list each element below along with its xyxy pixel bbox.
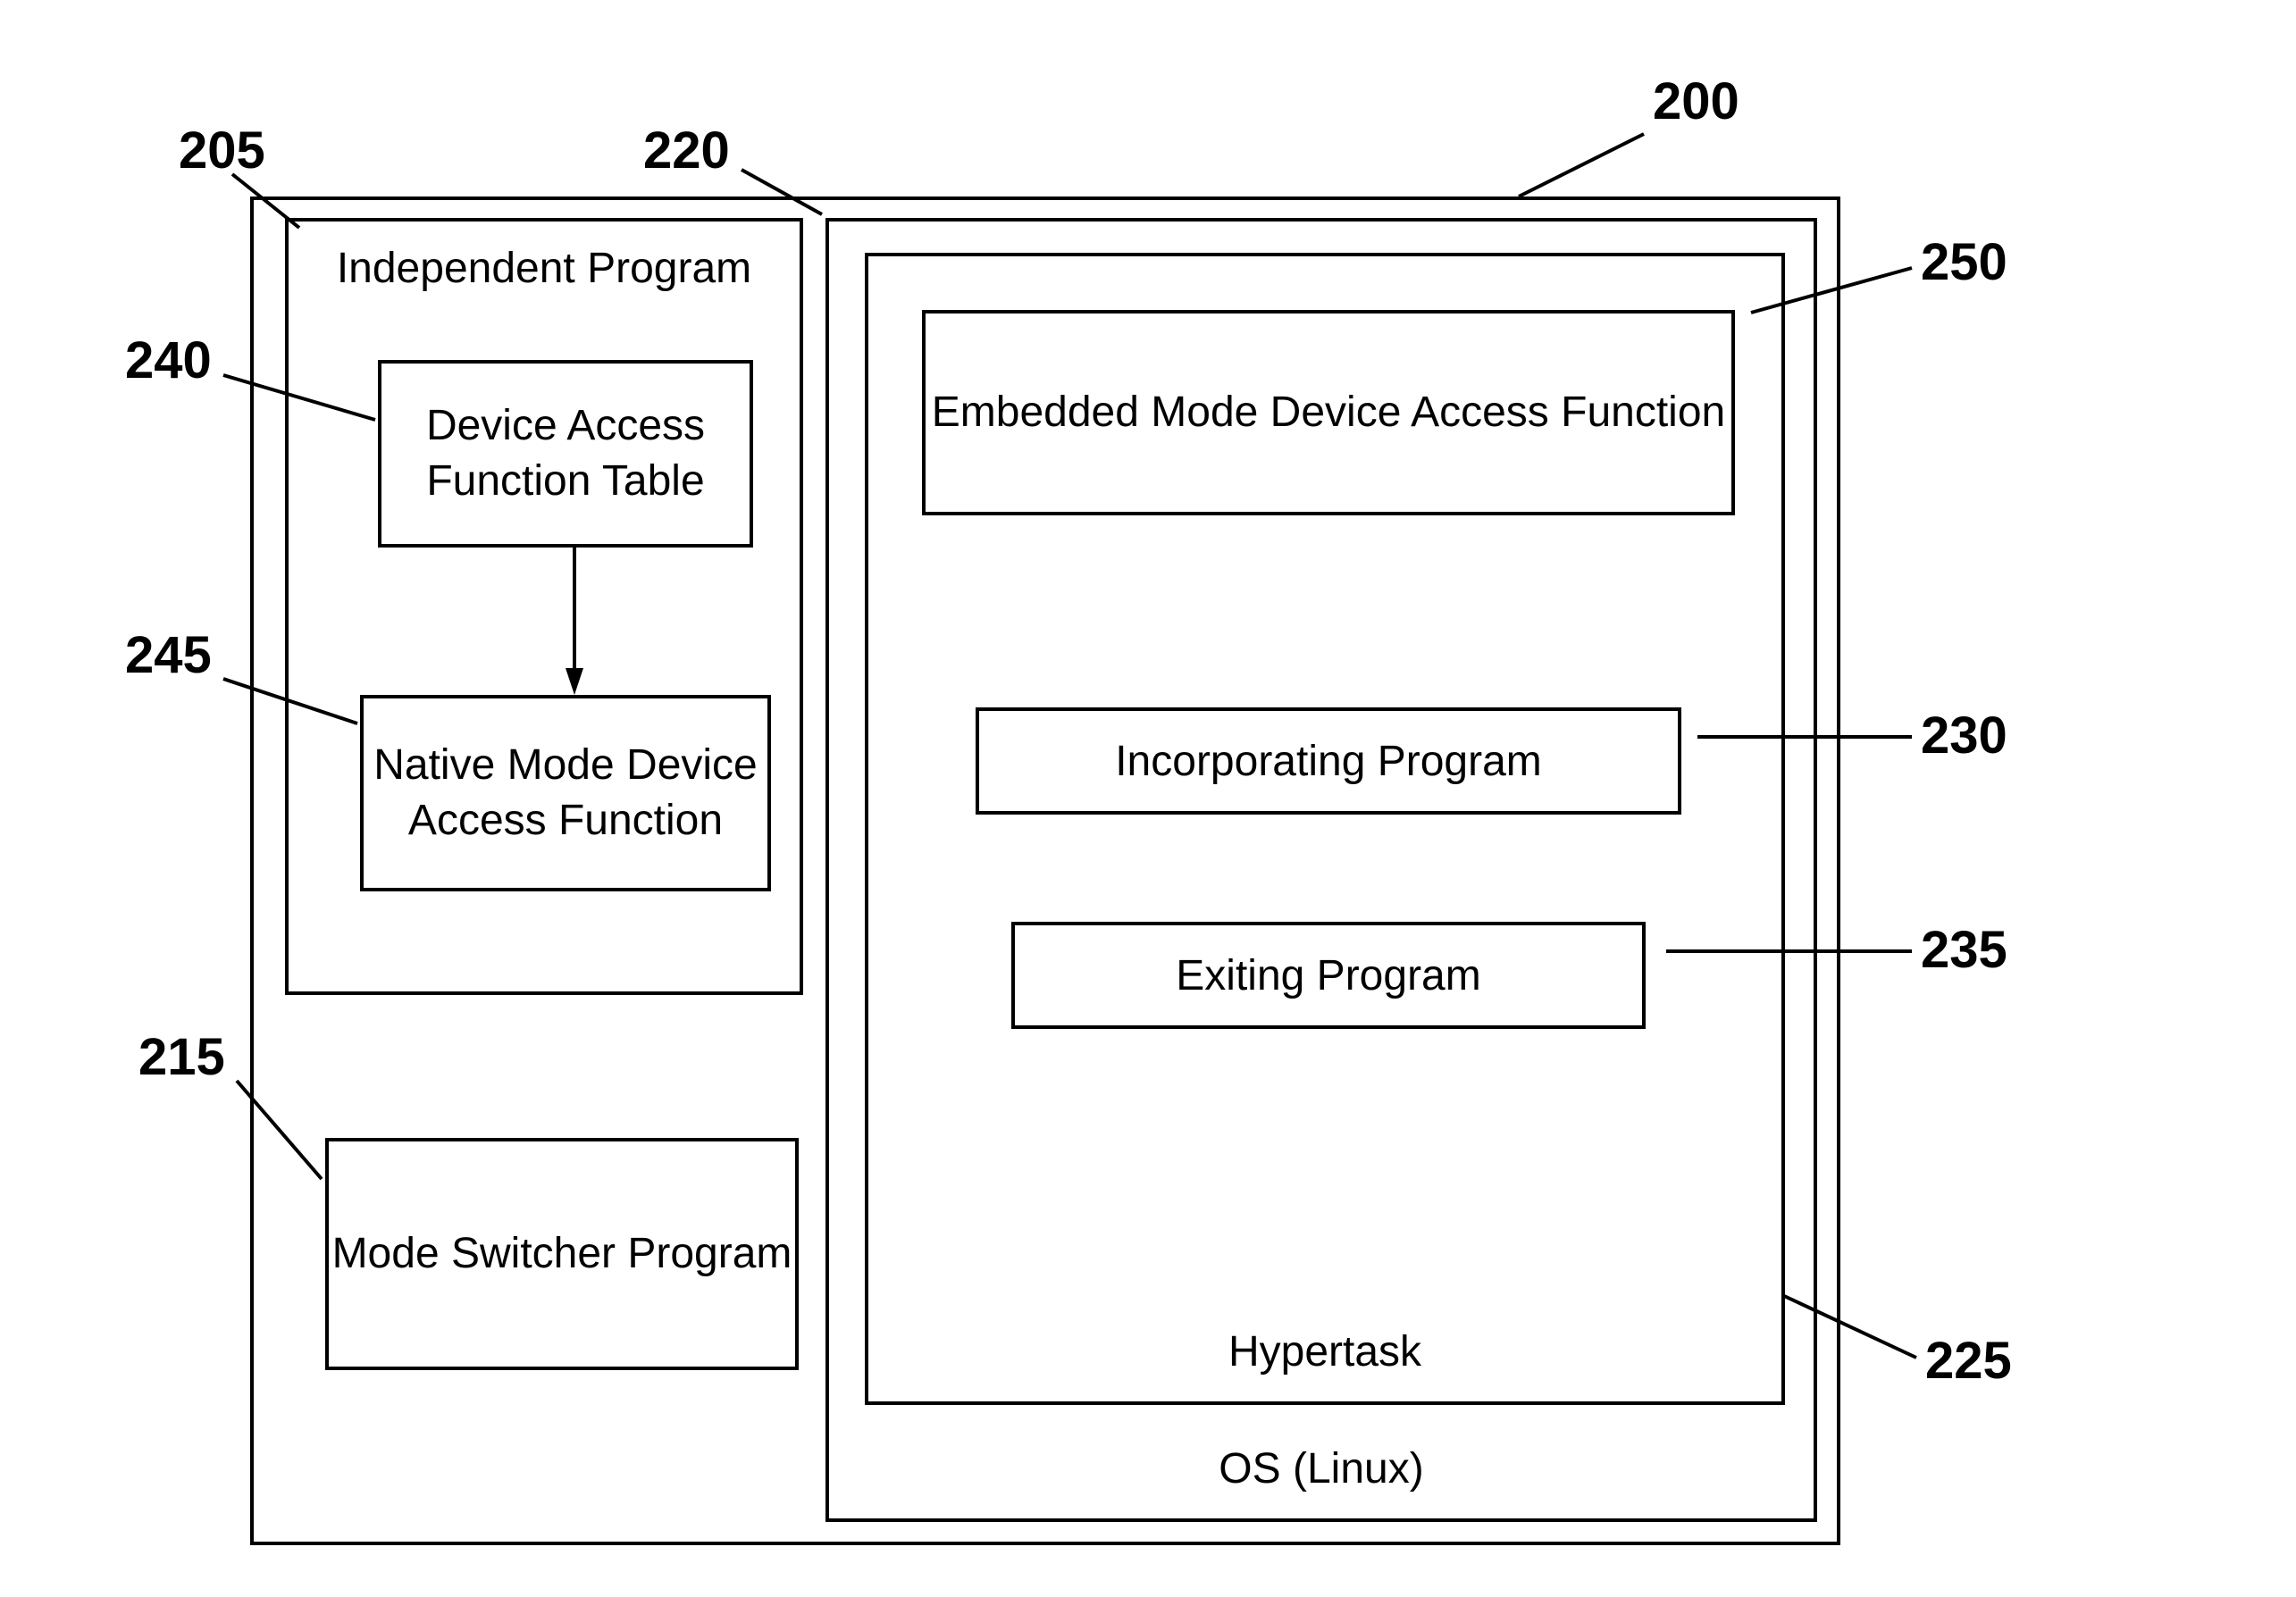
device-table-label: Device Access Function Table [381, 398, 750, 510]
ref-240: 240 [125, 330, 212, 390]
ref-235: 235 [1921, 920, 2007, 980]
native-box-245: Native Mode Device Access Function [360, 695, 771, 891]
incorporating-box-230: Incorporating Program [976, 707, 1681, 815]
outer-box-200: OS (Linux) Hypertask Embedded Mode Devic… [250, 196, 1840, 1545]
independent-box-205: Independent Program Device Access Functi… [285, 218, 803, 995]
ref-220: 220 [643, 121, 730, 180]
arrow-table-to-native [566, 548, 583, 699]
device-table-box-240: Device Access Function Table [378, 360, 753, 548]
ref-230: 230 [1921, 706, 2007, 765]
ref-215: 215 [138, 1027, 225, 1087]
ref-225: 225 [1925, 1331, 2012, 1391]
embedded-box-250: Embedded Mode Device Access Function [922, 310, 1735, 515]
ref-250: 250 [1921, 232, 2007, 292]
exiting-box-235: Exiting Program [1011, 922, 1646, 1029]
ref-205: 205 [179, 121, 265, 180]
incorporating-label: Incorporating Program [1115, 737, 1542, 786]
ref-200: 200 [1653, 71, 1739, 131]
os-label: OS (Linux) [829, 1444, 1814, 1493]
hypertask-label: Hypertask [868, 1327, 1781, 1376]
independent-label: Independent Program [289, 244, 800, 293]
mode-switcher-label: Mode Switcher Program [332, 1226, 792, 1282]
ref-245: 245 [125, 625, 212, 685]
os-box-220: OS (Linux) Hypertask Embedded Mode Devic… [825, 218, 1817, 1522]
embedded-label: Embedded Mode Device Access Function [932, 385, 1725, 440]
hypertask-box-225: Hypertask Embedded Mode Device Access Fu… [865, 253, 1785, 1405]
native-label: Native Mode Device Access Function [364, 738, 767, 849]
exiting-label: Exiting Program [1176, 951, 1480, 1000]
mode-switcher-box-215: Mode Switcher Program [325, 1138, 799, 1370]
